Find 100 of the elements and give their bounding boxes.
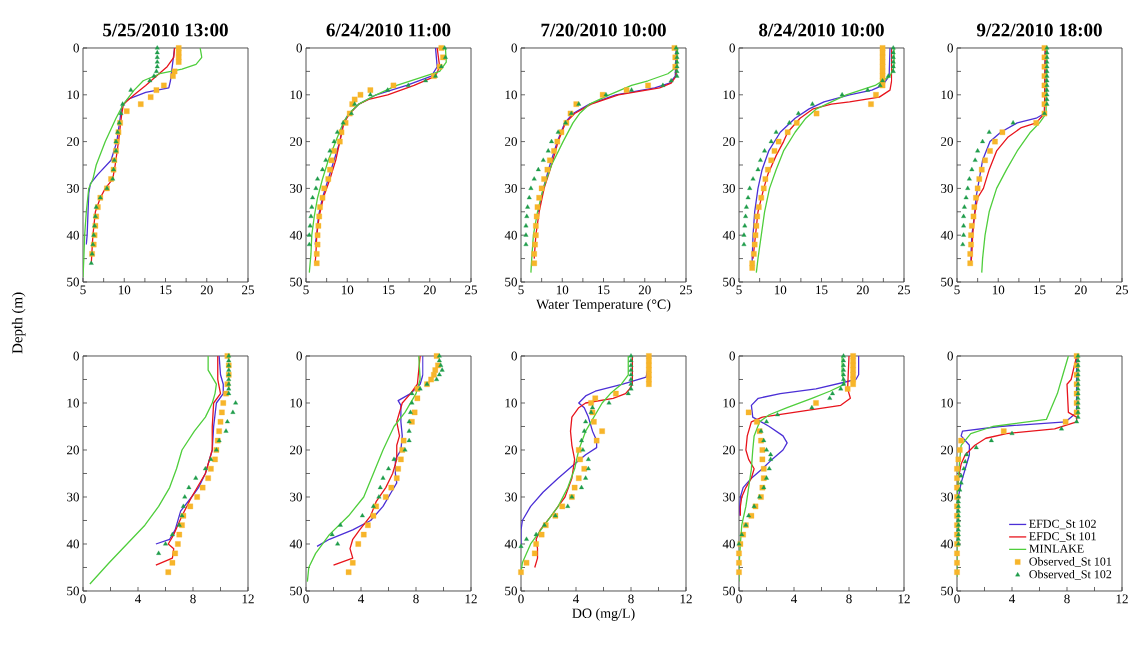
y-tick-label: 50 <box>723 586 735 596</box>
y-tick-label: 0 <box>947 43 953 53</box>
y-tick-label: 0 <box>296 351 302 361</box>
x-tick-label: 12 <box>898 594 910 604</box>
y-tick-label: 0 <box>729 43 735 53</box>
x-tick-label: 25 <box>465 285 477 295</box>
y-tick-label: 50 <box>290 586 302 596</box>
legend-label: EFDC_St 101 <box>1029 532 1096 542</box>
y-tick-label: 40 <box>940 230 953 240</box>
y-tick-label: 0 <box>511 351 517 361</box>
x-tick-label: 15 <box>383 285 395 295</box>
y-tick-label: 10 <box>723 398 735 408</box>
y-tick-label: 40 <box>722 230 735 240</box>
y-tick-label: 20 <box>67 445 79 455</box>
y-tick-label: 40 <box>66 539 79 549</box>
y-tick-label: 50 <box>505 586 517 596</box>
y-tick-label: 10 <box>505 398 517 408</box>
chart-title: 8/24/2010 10:00 <box>759 23 884 37</box>
y-tick-label: 50 <box>505 277 517 287</box>
chart-title: 5/25/2010 13:00 <box>103 23 228 37</box>
legend-label: MINLAKE <box>1029 544 1084 553</box>
x-tick-label: 4 <box>135 594 142 604</box>
x-tick-label: 8 <box>413 594 419 604</box>
y-tick-label: 20 <box>941 445 953 455</box>
y-tick-label: 20 <box>723 137 735 146</box>
x-tick-label: 4 <box>791 594 798 604</box>
y-tick-label: 10 <box>67 90 79 100</box>
x-axis-title: DO (mg/L) <box>572 608 635 621</box>
chart-title: 9/22/2010 18:00 <box>976 23 1102 37</box>
legend-label: Observed_St 101 <box>1029 557 1112 567</box>
x-tick-label: 10 <box>556 285 569 295</box>
y-tick-label: 0 <box>729 351 735 361</box>
y-tick-label: 30 <box>723 184 735 193</box>
x-tick-label: 10 <box>341 285 354 295</box>
y-tick-label: 40 <box>940 539 953 549</box>
x-tick-label: 5 <box>736 285 742 295</box>
y-tick-label: 30 <box>505 184 517 193</box>
y-tick-label: 20 <box>505 445 517 455</box>
x-tick-label: 15 <box>598 285 610 295</box>
x-tick-label: 20 <box>638 285 651 295</box>
y-tick-label: 0 <box>296 43 302 53</box>
y-tick-label: 30 <box>505 492 517 502</box>
y-tick-label: 20 <box>505 137 517 146</box>
x-tick-label: 20 <box>1074 285 1087 295</box>
y-tick-label: 10 <box>941 398 953 408</box>
y-tick-label: 20 <box>941 137 953 146</box>
x-tick-label: 20 <box>423 285 436 295</box>
x-tick-label: 8 <box>846 594 852 604</box>
x-tick-label: 25 <box>1116 285 1128 295</box>
chart-title: 7/20/2010 10:00 <box>541 23 666 37</box>
y-tick-label: 50 <box>723 277 735 287</box>
y-tick-label: 0 <box>73 351 79 361</box>
y-tick-label: 50 <box>290 277 302 287</box>
y-tick-label: 50 <box>941 586 953 596</box>
x-tick-label: 15 <box>160 285 172 295</box>
x-tick-label: 0 <box>518 594 524 604</box>
y-tick-label: 30 <box>941 492 953 502</box>
x-tick-label: 15 <box>1034 285 1046 295</box>
y-tick-label: 10 <box>505 90 517 100</box>
y-tick-label: 40 <box>722 539 735 549</box>
x-tick-label: 20 <box>856 285 869 295</box>
y-tick-label: 0 <box>947 351 953 361</box>
x-tick-label: 10 <box>118 285 131 295</box>
y-tick-label: 20 <box>723 445 735 455</box>
y-tick-label: 40 <box>289 539 302 549</box>
y-tick-label: 30 <box>67 184 79 193</box>
y-tick-label: 20 <box>67 137 79 146</box>
x-tick-label: 25 <box>242 285 254 295</box>
y-tick-label: 40 <box>289 230 302 240</box>
x-tick-label: 12 <box>680 594 692 604</box>
y-tick-label: 20 <box>290 137 302 146</box>
y-tick-label: 50 <box>941 277 953 287</box>
y-tick-label: 10 <box>941 90 953 100</box>
x-tick-label: 12 <box>465 594 477 604</box>
x-tick-label: 25 <box>680 285 692 295</box>
x-tick-label: 4 <box>573 594 580 604</box>
chart-title: 6/24/2010 11:00 <box>326 23 451 37</box>
x-tick-label: 12 <box>242 594 254 604</box>
y-axis-title: Depth (m) <box>11 292 26 354</box>
y-tick-label: 30 <box>723 492 735 502</box>
y-tick-label: 10 <box>67 398 79 408</box>
y-tick-label: 30 <box>290 492 302 502</box>
x-tick-label: 0 <box>80 594 86 604</box>
x-tick-label: 20 <box>200 285 213 295</box>
x-tick-label: 5 <box>303 285 309 295</box>
x-tick-label: 10 <box>992 285 1005 295</box>
y-tick-label: 10 <box>290 90 302 100</box>
y-tick-label: 30 <box>941 184 953 193</box>
legend-label: EFDC_St 102 <box>1029 519 1096 530</box>
x-tick-label: 10 <box>774 285 787 295</box>
y-tick-label: 30 <box>290 184 302 193</box>
x-tick-label: 25 <box>898 285 910 295</box>
y-tick-label: 50 <box>67 277 79 287</box>
y-tick-label: 40 <box>66 230 79 240</box>
y-tick-label: 0 <box>511 43 517 53</box>
x-tick-label: 4 <box>1009 594 1016 604</box>
legend-label: Observed_St 102 <box>1029 569 1112 580</box>
x-tick-label: 8 <box>628 594 634 604</box>
y-tick-label: 30 <box>67 492 79 502</box>
x-tick-label: 5 <box>954 285 960 295</box>
